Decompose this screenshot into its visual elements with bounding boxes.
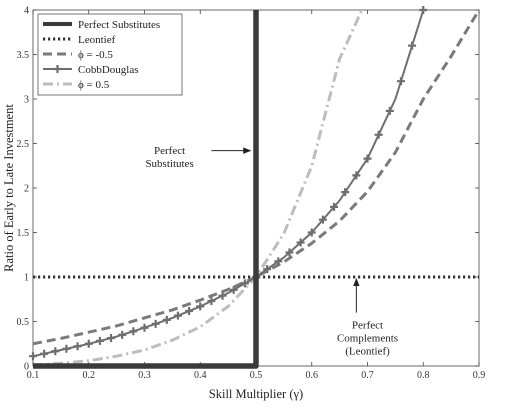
- series-marker: [29, 352, 37, 361]
- y-tick-label: 1: [24, 273, 29, 284]
- legend-label: Leontief: [78, 34, 116, 46]
- y-tick-label: 2.5: [17, 139, 30, 150]
- x-tick-label: 0.2: [83, 370, 96, 381]
- series-marker: [352, 171, 361, 180]
- series-layer: [29, 6, 481, 369]
- annotation-text: Substitutes: [145, 158, 193, 170]
- series-marker: [274, 257, 283, 266]
- annotation-text: (Leontief): [345, 346, 390, 358]
- series-marker: [73, 342, 82, 351]
- y-tick-label: 0: [24, 362, 29, 373]
- series-marker: [207, 297, 216, 306]
- x-tick-label: 0.7: [361, 370, 374, 381]
- series-marker: [218, 291, 227, 300]
- series-marker: [140, 323, 149, 332]
- series-marker: [40, 349, 49, 358]
- x-axis-title: Skill Multiplier (γ): [209, 387, 303, 401]
- legend: Perfect Substitutes Leontief ϕ = -0.5 CobbD…: [37, 13, 183, 96]
- series-marker: [363, 154, 372, 163]
- series-marker: [62, 344, 71, 353]
- series-marker: [162, 315, 171, 324]
- annotation-text: Complements: [337, 333, 398, 345]
- series-marker: [240, 279, 249, 288]
- y-tick-label: 4: [24, 6, 29, 17]
- series-marker: [263, 265, 272, 274]
- y-axis-title: Ratio of Early to Late Investment: [2, 104, 16, 272]
- series-marker: [396, 77, 405, 86]
- series-marker: [196, 302, 205, 311]
- y-tick-label: 1.5: [17, 228, 30, 239]
- legend-label: Perfect Substitutes: [78, 19, 160, 31]
- series-line-0-5: [32, 9, 481, 346]
- x-tick-label: 0.3: [138, 370, 151, 381]
- series-marker: [129, 327, 138, 336]
- series-marker: [285, 248, 294, 257]
- legend-label: ϕ = -0.5: [78, 49, 113, 61]
- series-marker: [95, 336, 104, 345]
- annotation-text: Perfect: [154, 145, 185, 157]
- y-tick-label: 2: [24, 184, 29, 195]
- x-tick-label: 0.8: [417, 370, 430, 381]
- x-tick-label: 0.6: [306, 370, 319, 381]
- x-tick-label: 0.9: [473, 370, 486, 381]
- y-tick-label: 3.5: [17, 50, 30, 61]
- series-marker: [318, 215, 327, 224]
- axis-ticks: 0.1 0.2 0.3 0.4 0.5 0.6 0.7 0.8 0.9 0 0.5 1 1.5 2 2.5 3…: [17, 6, 486, 382]
- x-tick-label: 0.5: [250, 370, 263, 381]
- series-marker: [229, 285, 238, 294]
- series-marker: [341, 188, 350, 197]
- legend-label: ϕ = 0.5: [78, 79, 110, 91]
- series-marker: [51, 347, 60, 356]
- series-line-0-5: [32, 9, 364, 367]
- series-marker: [151, 319, 160, 328]
- series-marker: [118, 330, 127, 339]
- annotations: PerfectSubstitutesPerfectComplements(Leo…: [145, 145, 398, 357]
- series-line-perfect-substitutes: [33, 10, 259, 369]
- y-tick-label: 3: [24, 95, 29, 106]
- series-marker: [107, 334, 116, 343]
- series-marker: [385, 106, 394, 115]
- series-marker: [296, 238, 305, 247]
- x-tick-label: 0.1: [27, 370, 40, 381]
- legend-marker: [53, 65, 62, 73]
- series-marker: [374, 130, 383, 139]
- series-marker: [307, 228, 316, 237]
- series-marker: [419, 6, 428, 14]
- y-tick-label: 0.5: [17, 317, 30, 328]
- series-marker: [173, 311, 182, 320]
- series-marker: [84, 339, 93, 348]
- legend-label: CobbDouglas: [78, 64, 139, 76]
- series-marker: [185, 306, 194, 315]
- series-marker: [408, 41, 417, 50]
- series-marker: [330, 202, 339, 211]
- x-tick-label: 0.4: [194, 370, 207, 381]
- annotation-text: Perfect: [352, 320, 383, 332]
